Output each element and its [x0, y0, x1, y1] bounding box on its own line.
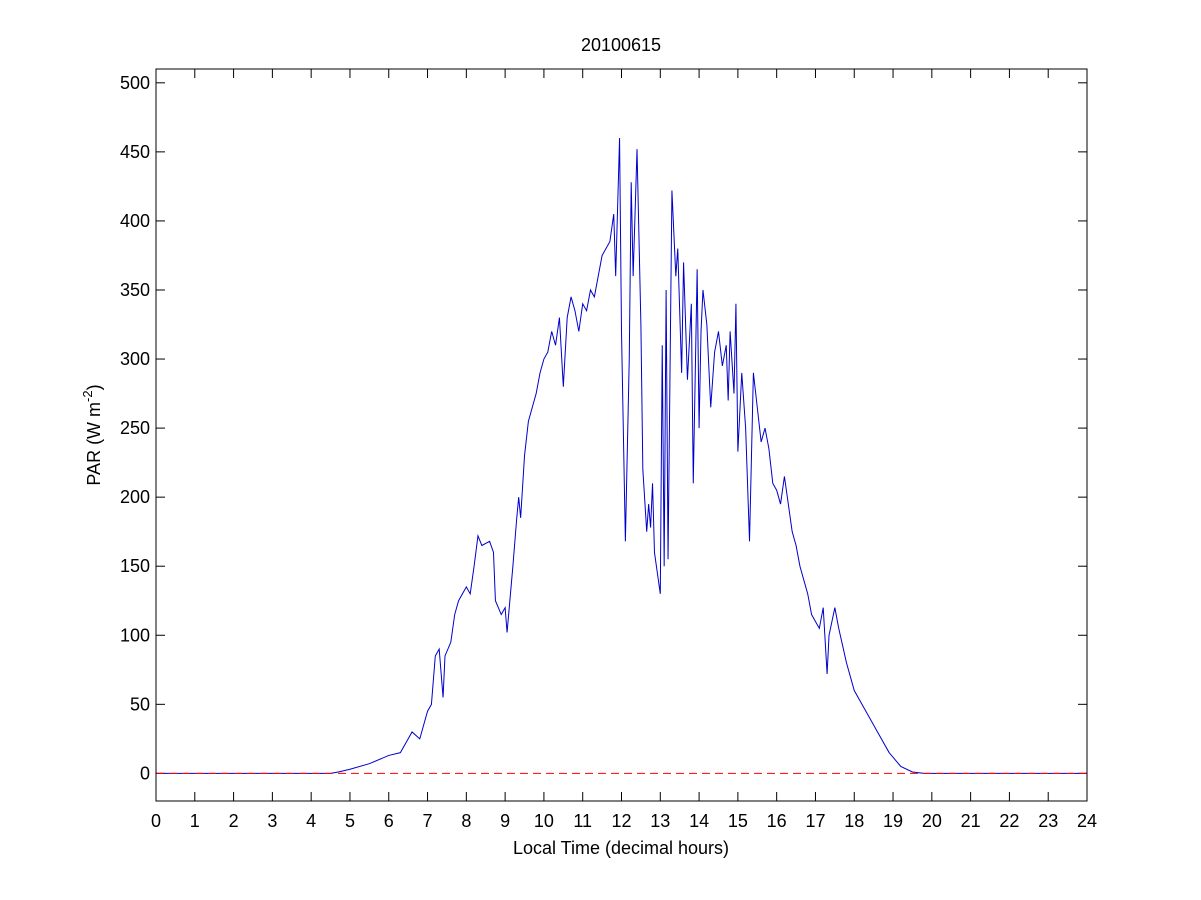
x-tick-label: 9: [500, 811, 510, 831]
x-tick-label: 2: [229, 811, 239, 831]
y-tick-label: 200: [120, 487, 150, 507]
x-tick-label: 12: [611, 811, 631, 831]
x-tick-label: 18: [844, 811, 864, 831]
x-tick-label: 1: [190, 811, 200, 831]
x-tick-label: 14: [689, 811, 709, 831]
plot-frame: [155, 68, 1088, 802]
y-label-text: PAR (W m: [84, 402, 104, 486]
y-tick-label: 500: [120, 73, 150, 93]
x-tick-label: 20: [922, 811, 942, 831]
x-tick-label: 17: [805, 811, 825, 831]
x-tick-label: 13: [650, 811, 670, 831]
y-label-superscript: -2: [80, 390, 95, 402]
x-tick-label: 8: [461, 811, 471, 831]
y-tick-label: 450: [120, 142, 150, 162]
x-tick-label: 5: [345, 811, 355, 831]
y-tick-label: 400: [120, 211, 150, 231]
x-tick-label: 24: [1077, 811, 1097, 831]
y-tick-label: 250: [120, 418, 150, 438]
x-tick-label: 23: [1038, 811, 1058, 831]
x-axis-label: Local Time (decimal hours): [513, 838, 729, 858]
data-line: [156, 138, 1087, 774]
x-tick-label: 22: [999, 811, 1019, 831]
y-label-suffix: ): [84, 384, 104, 390]
x-tick-label: 7: [423, 811, 433, 831]
x-tick-label: 6: [384, 811, 394, 831]
x-tick-label: 10: [534, 811, 554, 831]
x-tick-label: 3: [267, 811, 277, 831]
y-tick-label: 50: [130, 694, 150, 714]
x-tick-label: 4: [306, 811, 316, 831]
x-tick-label: 15: [728, 811, 748, 831]
x-tick-label: 19: [883, 811, 903, 831]
y-tick-label: 150: [120, 556, 150, 576]
chart-title: 20100615: [581, 35, 661, 55]
x-tick-label: 21: [961, 811, 981, 831]
x-tick-label: 16: [767, 811, 787, 831]
y-tick-label: 300: [120, 349, 150, 369]
y-axis-label: PAR (W m-2): [80, 384, 104, 485]
x-tick-label: 11: [573, 811, 592, 831]
y-tick-label: 100: [120, 625, 150, 645]
x-tick-label: 0: [151, 811, 161, 831]
y-tick-label: 350: [120, 280, 150, 300]
y-tick-label: 0: [140, 763, 150, 783]
